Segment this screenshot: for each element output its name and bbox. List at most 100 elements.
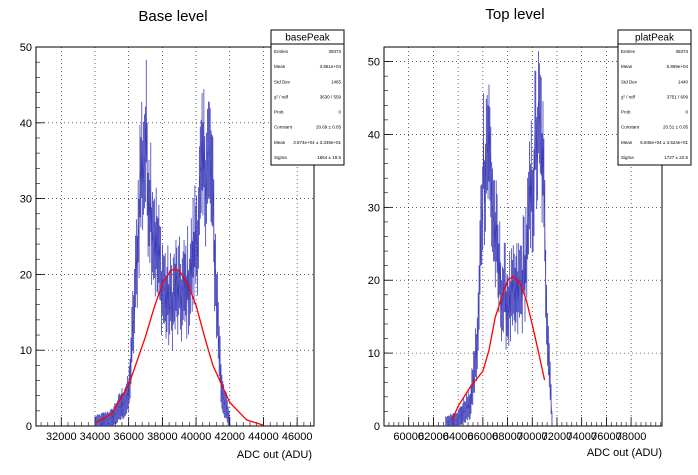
x-tick-label: 42000	[214, 431, 245, 443]
stats-row-label: Mean	[274, 64, 286, 69]
stats-row-value: 3.861e+04	[320, 64, 342, 69]
stats-box: basePeak Entries 39373 Mean 3.861e+04 Std De…	[270, 29, 345, 166]
histogram-step	[172, 290, 174, 322]
x-tick-label: 38000	[147, 431, 178, 443]
histogram-step	[168, 302, 170, 315]
stats-row-label: Entries	[621, 49, 636, 54]
histogram-step	[146, 169, 149, 215]
histogram-step	[480, 224, 482, 226]
stats-row-value: 3.874e+04 ± 3.349e+01	[293, 140, 341, 145]
x-tick-label: 76000	[591, 431, 622, 443]
histogram-step	[150, 187, 152, 247]
histogram-step	[116, 411, 118, 414]
histogram-step	[479, 225, 482, 258]
histogram-step	[487, 132, 490, 153]
histogram-step	[508, 284, 510, 317]
x-tick-label: 74000	[566, 431, 597, 443]
y-tick-label: 50	[20, 42, 32, 54]
chart-title: Base level	[138, 8, 207, 25]
histogram-step	[218, 330, 220, 351]
x-tick-label: 36000	[113, 431, 144, 443]
histogram-step	[516, 277, 519, 303]
histogram-step	[549, 365, 551, 381]
histogram-step	[152, 232, 154, 241]
histogram-step	[524, 245, 527, 289]
histogram-step	[450, 420, 452, 422]
histogram-step	[181, 291, 183, 311]
stats-row-label: Std Dev	[621, 79, 638, 84]
y-tick-label: 10	[20, 345, 32, 357]
histogram-step	[193, 226, 196, 269]
top-level-panel: Top level 600006200064000660006800070000…	[368, 6, 692, 459]
histogram-step	[496, 233, 499, 262]
histogram-step	[155, 228, 157, 260]
histogram-step	[488, 132, 491, 154]
histogram-step	[154, 238, 156, 260]
histogram-step	[459, 415, 461, 417]
histogram-step	[192, 237, 195, 269]
histogram-step	[491, 204, 493, 211]
histogram-step	[550, 398, 553, 419]
histogram-step	[540, 123, 542, 127]
histogram-step	[510, 282, 512, 312]
histogram-step	[145, 111, 147, 155]
histogram-step	[171, 297, 173, 322]
y-tick-label: 30	[20, 194, 32, 206]
histogram-step	[482, 140, 484, 209]
histogram-step	[131, 320, 134, 335]
histogram-step	[158, 243, 161, 263]
histogram-step	[113, 413, 116, 416]
histogram-step	[536, 153, 538, 164]
histogram-step	[549, 380, 552, 400]
histogram-step	[177, 280, 179, 303]
y-tick-label: 10	[368, 348, 380, 360]
histogram-step	[545, 283, 547, 315]
stats-row-value: 39373	[328, 49, 341, 54]
histogram-step	[203, 138, 206, 182]
histogram-step	[497, 261, 500, 279]
histogram-step	[103, 419, 106, 421]
histogram-step	[468, 406, 471, 408]
histogram-step	[199, 172, 201, 191]
histogram-step	[535, 120, 537, 164]
histogram-step	[221, 391, 224, 397]
histogram-step	[484, 187, 486, 203]
histogram-step	[106, 419, 108, 421]
histogram-step	[119, 406, 122, 408]
histogram-step	[222, 396, 224, 400]
base-level-panel: Base level 32000 34000 36000 38000 40000 4200…	[20, 8, 345, 461]
y-tick-label: 40	[20, 118, 32, 130]
histogram-step	[490, 171, 492, 205]
histogram-step	[548, 350, 550, 366]
histogram-step	[146, 111, 148, 170]
stats-row-value: 20.51 ± 0.05	[663, 125, 688, 130]
histogram-step	[209, 150, 211, 156]
histogram-step	[164, 287, 167, 308]
histogram-step	[527, 213, 529, 219]
histogram-step	[474, 352, 476, 372]
histogram-step	[483, 140, 485, 203]
histogram-step	[514, 289, 517, 300]
stats-row-label: Mean	[621, 140, 633, 145]
histogram-step	[463, 409, 465, 413]
histogram-step	[472, 371, 474, 388]
histogram-step	[225, 404, 227, 406]
histogram-step	[205, 178, 207, 204]
histogram-step	[504, 277, 507, 321]
histogram-step	[494, 220, 496, 250]
histogram-step	[461, 413, 464, 416]
x-tick-label: 66000	[468, 431, 499, 443]
stats-row-value: 3751 / 609	[667, 94, 689, 99]
histogram-step	[126, 392, 128, 399]
histogram-step	[543, 182, 546, 221]
histogram-step	[478, 257, 481, 298]
histogram-step	[522, 252, 524, 302]
x-tick-label: 34000	[80, 431, 111, 443]
histogram-step	[200, 141, 203, 167]
stats-box: platPeak Entries 39373 Mean 6.869e+04 Std De…	[617, 29, 692, 166]
histogram-step	[477, 297, 480, 322]
histogram-step	[465, 406, 467, 413]
fit-curve	[94, 268, 264, 426]
histogram-step	[137, 221, 139, 272]
histogram-step	[539, 113, 541, 125]
